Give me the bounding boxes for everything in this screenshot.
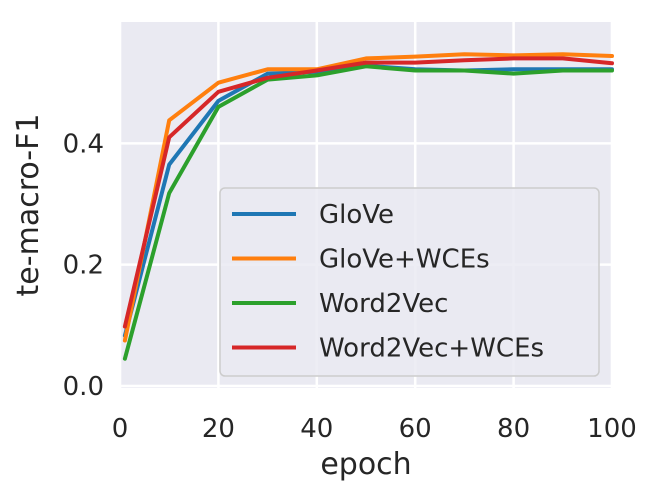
x-tick-label: 80 [497, 414, 530, 444]
y-tick-label: 0.0 [63, 372, 104, 402]
series-line [122, 56, 614, 329]
x-tick-label: 60 [399, 414, 432, 444]
y-axis-label: te-macro-F1 [11, 114, 46, 297]
y-tick-label: 0.4 [63, 129, 104, 159]
series-line [122, 64, 614, 361]
legend-box [219, 187, 600, 377]
y-tick-label: 0.2 [63, 251, 104, 281]
x-axis-label: epoch [320, 447, 411, 482]
x-tick-label: 0 [112, 414, 129, 444]
x-tick-label: 100 [587, 414, 637, 444]
series-line [122, 52, 614, 343]
x-tick-label: 20 [202, 414, 235, 444]
legend: GloVe GloVe+WCEs Word2Vec Word2Vec+WCEs [219, 187, 600, 377]
x-tick-label: 40 [300, 414, 333, 444]
y-tick-labels: 0.0 0.2 0.4 [63, 129, 104, 402]
legend-label: Word2Vec [319, 289, 448, 319]
legend-label: GloVe [319, 200, 394, 230]
series-lines [122, 52, 614, 361]
legend-label: GloVe+WCEs [319, 245, 490, 275]
x-tick-labels: 0 20 40 60 80 100 [112, 414, 637, 444]
legend-label: Word2Vec+WCEs [319, 334, 544, 364]
